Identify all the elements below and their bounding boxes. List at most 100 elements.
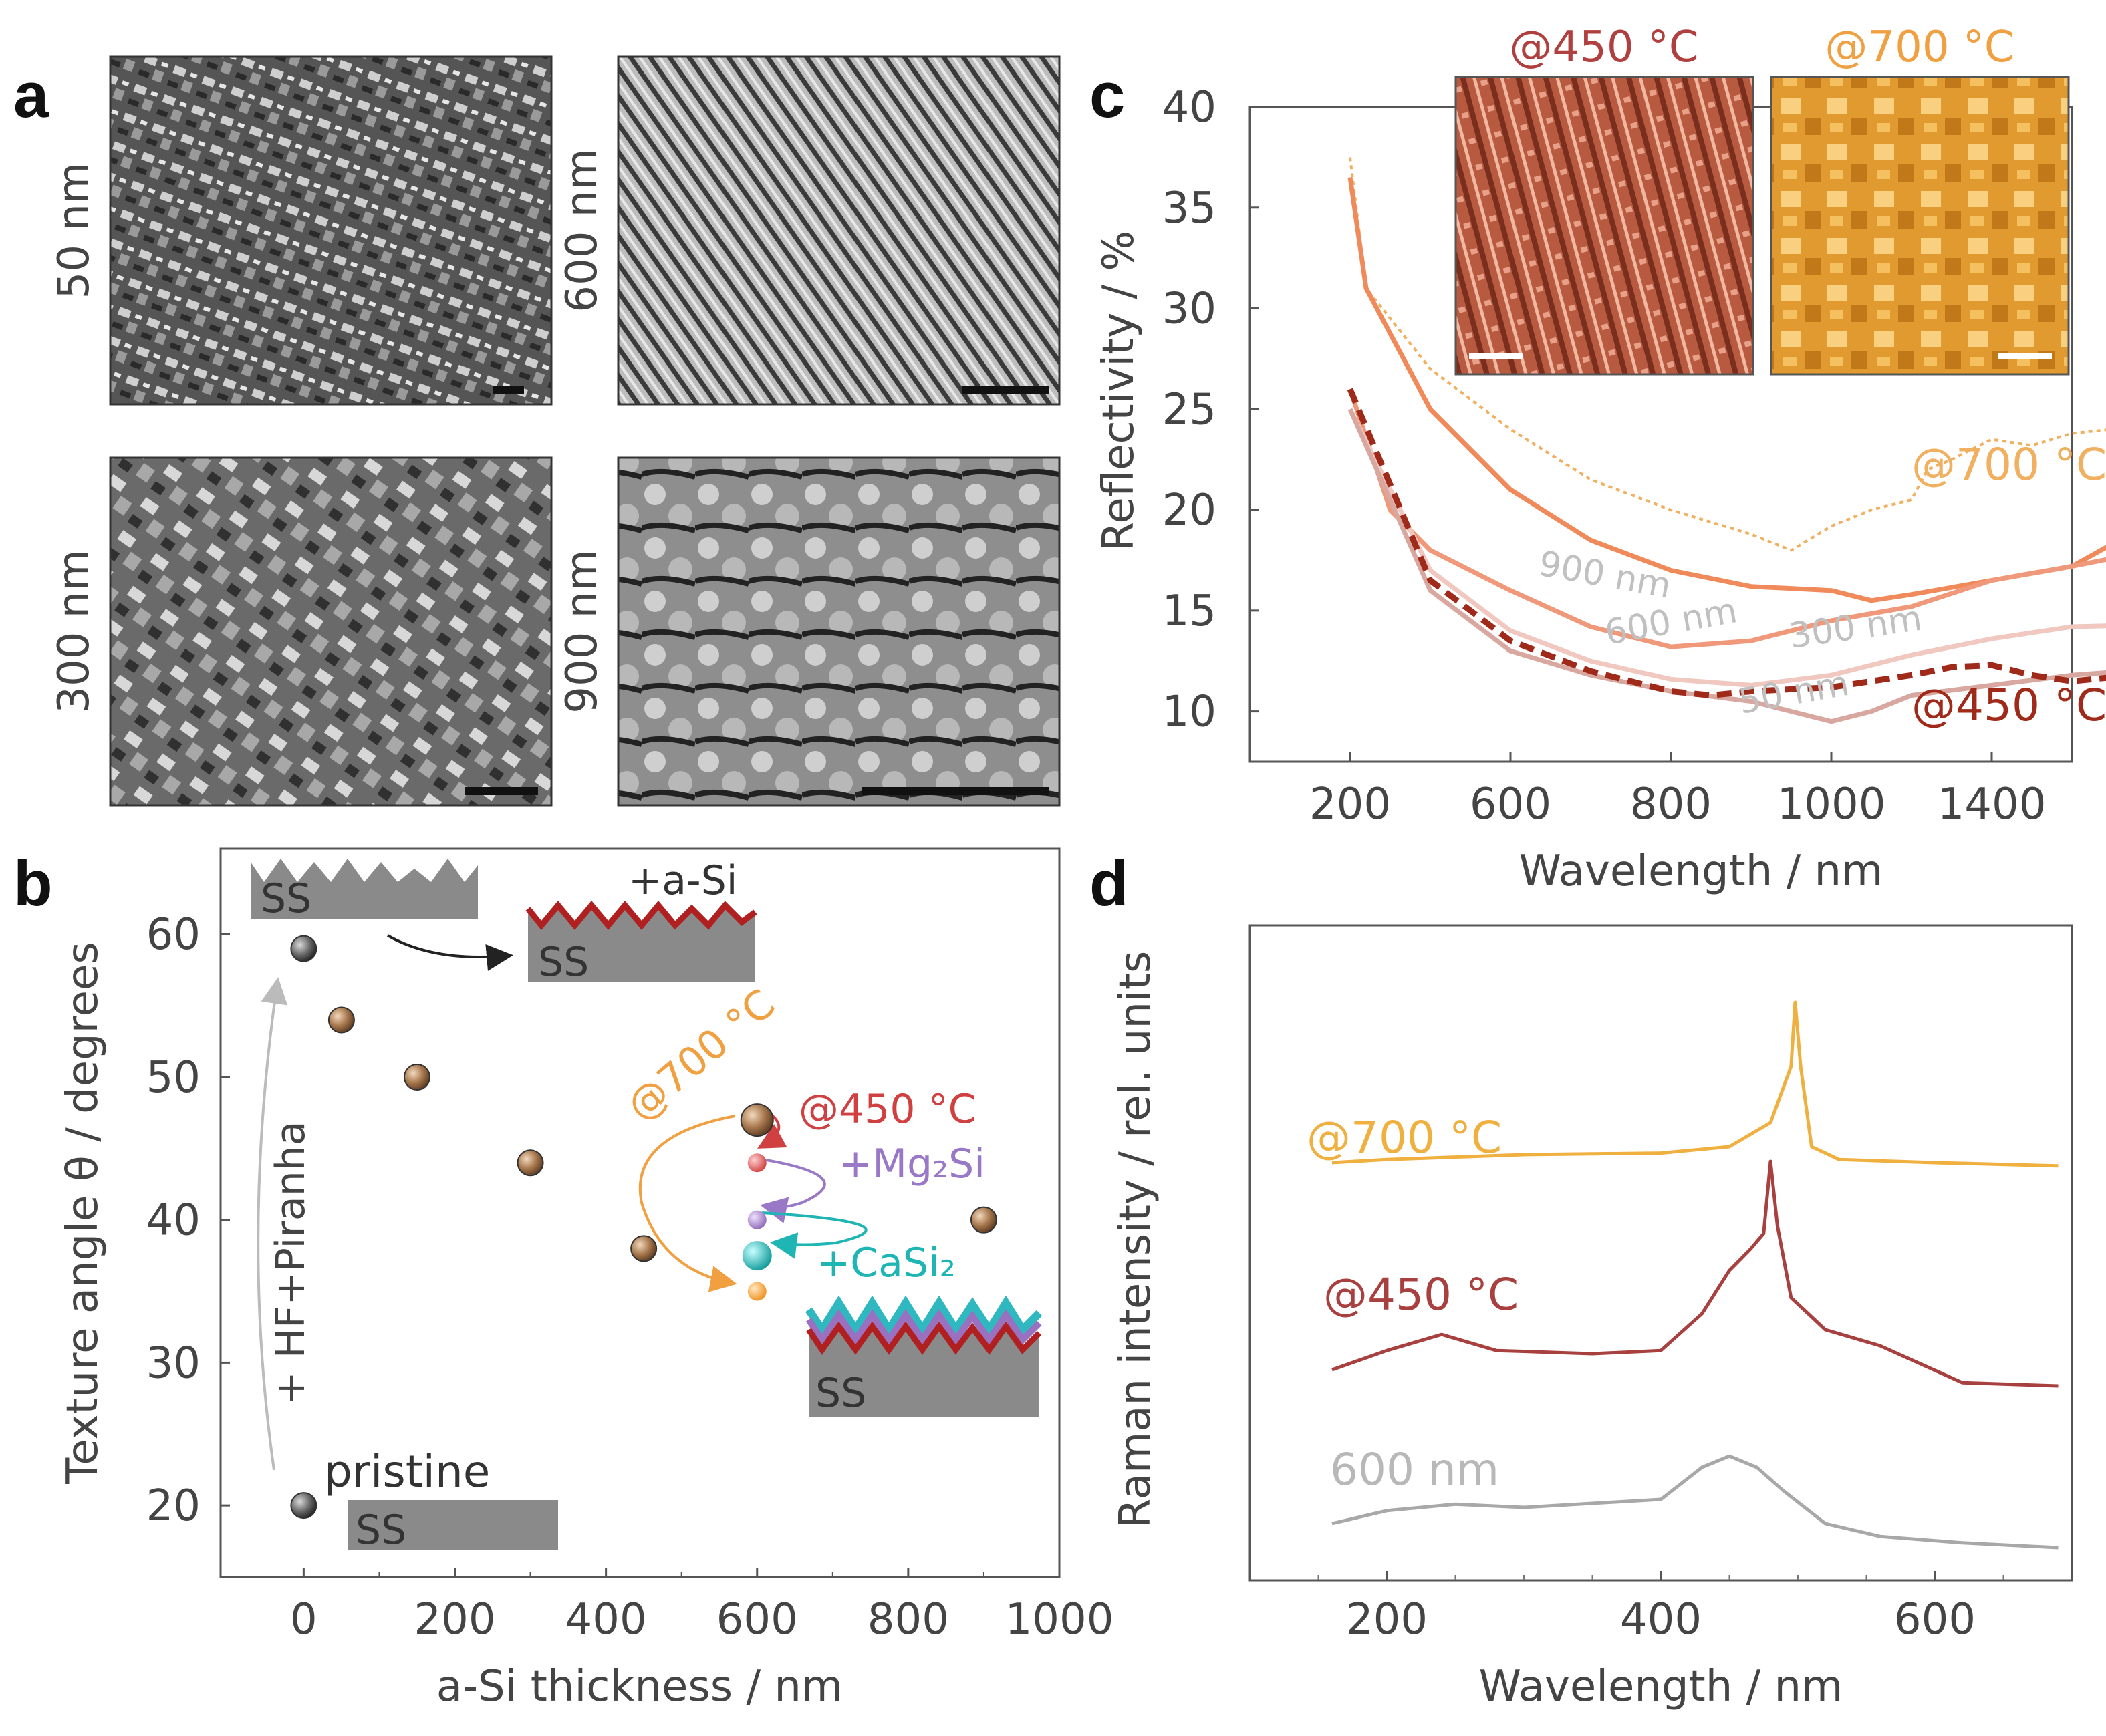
scale-bar (465, 787, 538, 795)
series-line (1347, 388, 2106, 649)
series-line (1347, 408, 2106, 688)
y-tick-label: 30 (146, 1338, 201, 1388)
y-tick-label: 50 (146, 1053, 201, 1103)
x-tick-label: 1000 (1005, 1595, 1114, 1644)
curve-label-600nm-d: 600 nm (1330, 1444, 1499, 1495)
y-tick-label: 25 (1162, 385, 1216, 434)
arrow-700 (638, 1115, 737, 1292)
arrow-hf-piranha (257, 977, 288, 1471)
sem-label-900nm: 900 nm (557, 549, 607, 713)
panel-label-d: d (1089, 848, 1129, 919)
data-point (517, 1149, 544, 1177)
y-tick-label: 60 (146, 910, 201, 960)
data-point-silicide (747, 1282, 767, 1301)
ss-flat-schematic: SS (348, 1500, 558, 1554)
ss-label: SS (815, 1370, 866, 1417)
series-line (1331, 1000, 2059, 1168)
xaxis-title-b: a-Si thickness / nm (436, 1662, 843, 1711)
ss-silicide-schematic: SS (805, 1295, 1043, 1417)
data-point-silicide (747, 1153, 767, 1173)
data-point (290, 935, 317, 962)
series-line (1331, 1454, 2059, 1550)
scale-bar (962, 386, 1049, 394)
panel-c: c 200 600 800 1000 1400 10 15 20 25 30 35 40 Wavele… (1089, 23, 2106, 896)
x-tick-label: 200 (1309, 780, 1391, 829)
curve-label-700: @700 °C (1912, 439, 2106, 490)
yaxis-title-d: Raman intensity / rel. units (1111, 951, 1160, 1529)
x-tick-label: 1000 (1777, 780, 1886, 829)
scale-bar (1469, 353, 1523, 359)
data-point-silicide (747, 1210, 767, 1229)
x-tick-label: 1400 (1938, 780, 2047, 829)
x-tick-label: 600 (1894, 1595, 1976, 1644)
inset-700-label: @700 °C (1825, 23, 2014, 72)
inset-700: @700 °C (1770, 23, 2070, 376)
sem-image-50nm: 50 nm (49, 55, 553, 406)
y-tick-label: 35 (1162, 184, 1216, 233)
yaxis-title-c: Reflectivity / % (1094, 231, 1144, 551)
inset-450: @450 °C (1454, 23, 1754, 376)
arrow-casi2 (761, 1211, 868, 1259)
panel-d: d 200 400 600 Wavelength / nm Raman intens… (1089, 848, 2073, 1711)
x-tick-label: 600 (716, 1595, 798, 1644)
axis-ticks-d: 200 400 600 (1317, 1571, 2004, 1644)
series-line (1331, 1159, 2059, 1388)
y-tick-label: 40 (146, 1196, 201, 1246)
curve-label-450-d: @450 °C (1323, 1269, 1519, 1320)
scale-bar (493, 386, 524, 394)
sem-image-900nm: 900 nm (557, 456, 1061, 807)
data-point-silicide (742, 1241, 772, 1271)
asi-label: +a-Si (628, 857, 737, 904)
sem-image-600nm: 600 nm (557, 55, 1061, 406)
inset-450-label: @450 °C (1509, 23, 1698, 72)
panel-label-c: c (1089, 59, 1125, 131)
curve-label-300nm: 300 nm (1787, 599, 1924, 657)
scatter-points-b (290, 935, 997, 1520)
axis-ticks-b: 0 200 400 600 800 1000 20 30 40 50 60 (146, 910, 1114, 1644)
curve-label-450: @450 °C (1912, 680, 2106, 731)
sem-label-50nm: 50 nm (49, 162, 99, 299)
plot-frame-b (219, 847, 1061, 1578)
xaxis-title-c: Wavelength / nm (1519, 847, 1883, 896)
series-lines-c (1347, 157, 2106, 724)
curve-label-700-d: @700 °C (1307, 1112, 1502, 1163)
sem-image-300nm: 300 nm (49, 456, 553, 807)
x-tick-label: 200 (414, 1595, 495, 1644)
x-tick-label: 400 (1620, 1595, 1702, 1644)
data-point (327, 1006, 355, 1034)
y-tick-label: 15 (1162, 587, 1216, 636)
ss-asi-schematic: SS +a-Si (525, 857, 757, 986)
sem-label-300nm: 300 nm (49, 549, 99, 713)
arrow-to-asi (387, 934, 513, 971)
sem-label-600nm: 600 nm (557, 148, 607, 312)
data-point (630, 1235, 658, 1262)
scale-bar (1998, 353, 2052, 359)
ss-textured-schematic: SS (251, 859, 478, 922)
hf-piranha-label: + HF+Piranha (267, 1121, 314, 1405)
series-line (1347, 408, 2106, 724)
y-tick-label: 20 (1162, 486, 1216, 535)
panel-label-a: a (13, 59, 49, 131)
data-point (970, 1206, 997, 1234)
ss-label: SS (261, 875, 311, 922)
yaxis-title-b: Texture angle θ / degrees (58, 942, 108, 1485)
mg2si-label: +Mg₂Si (839, 1141, 985, 1187)
x-tick-label: 800 (868, 1595, 949, 1644)
curve-label-900nm: 900 nm (1536, 544, 1674, 607)
arrow-mg2si (760, 1158, 826, 1223)
scale-bar (862, 787, 1049, 795)
ss-label: SS (356, 1507, 406, 1554)
series-lines-d (1331, 1000, 2059, 1550)
x-tick-label: 400 (565, 1595, 647, 1644)
x-tick-label: 200 (1346, 1595, 1428, 1644)
y-tick-label: 10 (1162, 688, 1216, 737)
data-point (403, 1063, 430, 1091)
series-line (1347, 388, 2106, 698)
x-tick-label: 0 (290, 1595, 317, 1644)
y-tick-label: 40 (1162, 83, 1216, 132)
panel-label-b: b (13, 848, 53, 919)
y-tick-label: 30 (1162, 285, 1216, 334)
data-point (740, 1103, 774, 1137)
y-tick-label: 20 (146, 1481, 201, 1531)
